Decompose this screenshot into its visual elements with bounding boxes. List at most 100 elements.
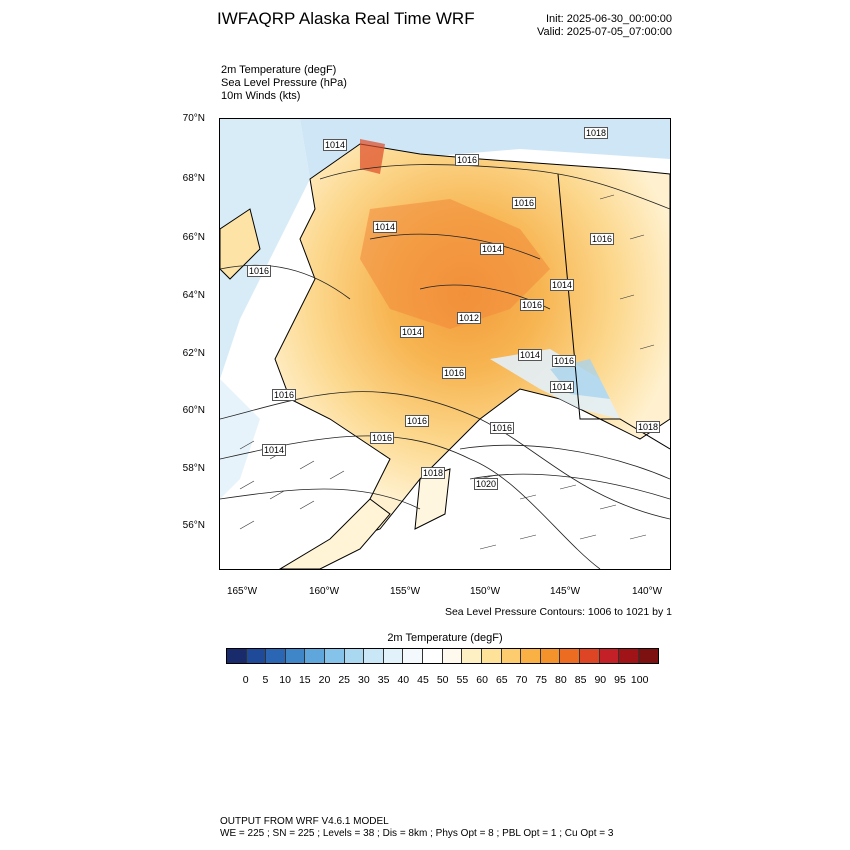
isobar-label: 1014 (373, 221, 398, 233)
field-pressure: Sea Level Pressure (hPa) (221, 77, 347, 89)
isobar-label: 1016 (405, 415, 430, 427)
colorbar-box (383, 649, 404, 663)
isobar-label: 1014 (550, 279, 575, 291)
colorbar-box (305, 649, 326, 663)
colorbar-box (481, 649, 502, 663)
lon-label: 165°W (226, 586, 258, 597)
glacier-area (550, 359, 610, 399)
lat-label: 62°N (182, 348, 205, 359)
lat-label: 60°N (182, 405, 205, 416)
lat-label: 56°N (182, 520, 205, 531)
colorbar-label: 35 (377, 674, 390, 686)
colorbar-box (403, 649, 424, 663)
colorbar-box (364, 649, 384, 663)
colorbar-label: 40 (397, 674, 410, 686)
colorbar-label: 20 (318, 674, 331, 686)
colorbar-box (227, 649, 247, 663)
isobar-label: 1016 (490, 422, 515, 434)
colorbar-box (246, 649, 267, 663)
arctic-sea (300, 119, 670, 179)
colorbar-box (540, 649, 561, 663)
isobar-label: 1016 (590, 233, 615, 245)
colorbar-label: 75 (535, 674, 548, 686)
isobar-label: 1016 (247, 265, 272, 277)
cool-sw-sea (220, 379, 260, 499)
isobar-label: 1014 (262, 444, 287, 456)
isobar-label: 1016 (272, 389, 297, 401)
colorbar-box (266, 649, 286, 663)
slp-contour-note: Sea Level Pressure Contours: 1006 to 102… (444, 606, 672, 618)
colorbar-box (344, 649, 365, 663)
isobar-label: 1016 (520, 299, 545, 311)
alaska-peninsula (279, 498, 391, 569)
colorbar-label: 90 (594, 674, 607, 686)
lon-label: 160°W (308, 586, 340, 597)
colorbar-box (501, 649, 522, 663)
colorbar-box (560, 649, 580, 663)
colorbar-label: 100 (630, 674, 649, 686)
colorbar-box (423, 649, 443, 663)
lon-label: 145°W (549, 586, 581, 597)
isobar-label: 1016 (455, 154, 480, 166)
cool-west-sea (220, 119, 310, 379)
isobar-label: 1012 (457, 312, 482, 324)
lat-label: 70°N (182, 113, 205, 124)
colorbar-label: 95 (614, 674, 626, 686)
colorbar-title: 2m Temperature (degF) (387, 632, 503, 644)
isobar-label: 1018 (421, 467, 446, 479)
field-winds: 10m Winds (kts) (221, 90, 301, 102)
colorbar-label: 15 (298, 674, 311, 686)
colorbar-label: 5 (262, 674, 269, 686)
colorbar-label: 10 (279, 674, 291, 686)
temperature-colorbar (226, 648, 660, 664)
isobar-label: 1014 (550, 381, 575, 393)
run-times: Init: 2025-06-30_00:00:00 Valid: 2025-07… (500, 13, 672, 39)
isobar-label: 1014 (400, 326, 425, 338)
model-config: WE = 225 ; SN = 225 ; Levels = 38 ; Dis … (220, 828, 614, 839)
isobar-label: 1018 (584, 127, 609, 139)
isobar-label: 1014 (323, 139, 348, 151)
colorbar-box (442, 649, 463, 663)
model-footer: OUTPUT FROM WRF V4.6.1 MODEL WE = 225 ; … (220, 816, 613, 840)
lat-label: 64°N (182, 290, 205, 301)
colorbar-label: 0 (242, 674, 249, 686)
isobar-label: 1014 (518, 349, 543, 361)
lat-label: 68°N (182, 173, 205, 184)
isobar-label: 1020 (474, 478, 499, 490)
plot-title: IWFAQRP Alaska Real Time WRF (217, 9, 475, 28)
colorbar-label: 85 (574, 674, 587, 686)
alaska-map (220, 119, 670, 569)
colorbar-label: 45 (417, 674, 429, 686)
lat-label: 58°N (182, 463, 205, 474)
field-temperature: 2m Temperature (degF) (221, 64, 337, 76)
isobar-label: 1016 (370, 432, 395, 444)
valid-time: Valid: 2025-07-05_07:00:00 (537, 26, 672, 38)
model-version: OUTPUT FROM WRF V4.6.1 MODEL (220, 816, 389, 827)
isobar-label: 1014 (480, 243, 505, 255)
init-time: Init: 2025-06-30_00:00:00 (546, 13, 672, 25)
lat-label: 66°N (182, 232, 205, 243)
colorbar-box (521, 649, 541, 663)
map-panel[interactable]: 1018 1014 1016 1016 1016 1016 1014 1014 … (219, 118, 671, 570)
isobar-label: 1016 (552, 355, 577, 367)
lon-label: 140°W (631, 586, 663, 597)
colorbar-label: 55 (456, 674, 469, 686)
colorbar-box (638, 649, 659, 663)
isobar-label: 1016 (512, 197, 537, 209)
colorbar-label: 80 (555, 674, 567, 686)
chukotka (220, 208, 261, 280)
colorbar-box (599, 649, 620, 663)
hot-interior (360, 199, 550, 329)
isobar-label: 1018 (636, 421, 661, 433)
colorbar-box (285, 649, 306, 663)
canada-border (557, 173, 670, 450)
field-list: 2m Temperature (degF) Sea Level Pressure… (221, 64, 347, 103)
lon-label: 150°W (469, 586, 501, 597)
colorbar-label: 25 (338, 674, 351, 686)
colorbar-label: 50 (436, 674, 449, 686)
isobar-label: 1016 (442, 367, 467, 379)
colorbar-label: 30 (358, 674, 370, 686)
colorbar-box (325, 649, 345, 663)
hot-spot-north (360, 139, 385, 174)
colorbar-label: 65 (495, 674, 508, 686)
